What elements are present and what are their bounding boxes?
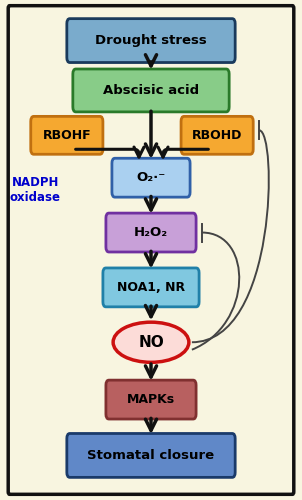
Text: NO: NO: [138, 334, 164, 349]
Text: MAPKs: MAPKs: [127, 393, 175, 406]
Text: NOA1, NR: NOA1, NR: [117, 281, 185, 294]
FancyBboxPatch shape: [31, 116, 103, 154]
Text: NADPH
oxidase: NADPH oxidase: [10, 176, 61, 204]
FancyBboxPatch shape: [112, 158, 190, 197]
FancyBboxPatch shape: [106, 380, 196, 419]
FancyBboxPatch shape: [67, 18, 235, 62]
FancyBboxPatch shape: [73, 69, 229, 112]
Text: RBOHF: RBOHF: [43, 129, 91, 142]
Text: RBOHD: RBOHD: [192, 129, 242, 142]
FancyBboxPatch shape: [181, 116, 253, 154]
Text: H₂O₂: H₂O₂: [134, 226, 168, 239]
Ellipse shape: [113, 322, 189, 362]
Text: O₂·⁻: O₂·⁻: [137, 171, 165, 184]
FancyBboxPatch shape: [106, 213, 196, 252]
Text: Abscisic acid: Abscisic acid: [103, 84, 199, 97]
Text: Drought stress: Drought stress: [95, 34, 207, 47]
Text: Stomatal closure: Stomatal closure: [88, 449, 214, 462]
FancyBboxPatch shape: [8, 6, 294, 494]
FancyBboxPatch shape: [67, 434, 235, 478]
FancyBboxPatch shape: [103, 268, 199, 307]
